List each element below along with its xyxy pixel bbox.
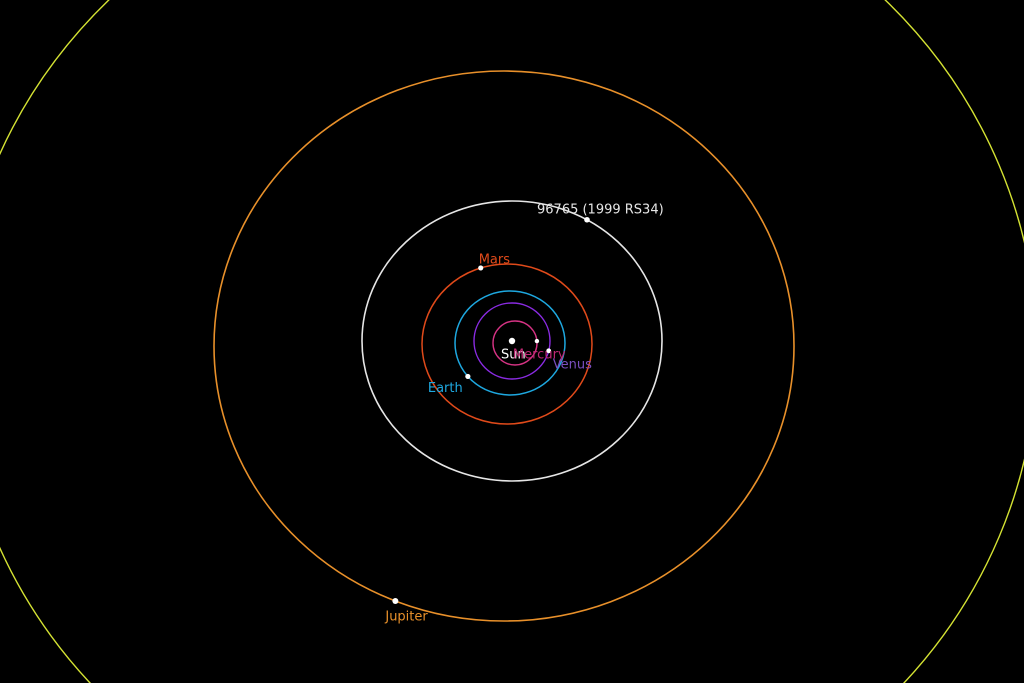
venus-label: Venus (553, 357, 592, 372)
asteroid-label: 96765 (1999 RS34) (537, 202, 664, 217)
earth-label: Earth (428, 381, 463, 396)
asteroid-dot (584, 217, 590, 223)
orbit-diagram: SunMercuryVenusEarthMars96765 (1999 RS34… (0, 0, 1024, 683)
mars-label: Mars (479, 252, 511, 267)
earth-dot (465, 374, 470, 379)
sun-dot (509, 338, 515, 344)
jupiter-label: Jupiter (384, 609, 428, 624)
mercury-dot (535, 339, 539, 343)
jupiter-dot (392, 598, 398, 604)
